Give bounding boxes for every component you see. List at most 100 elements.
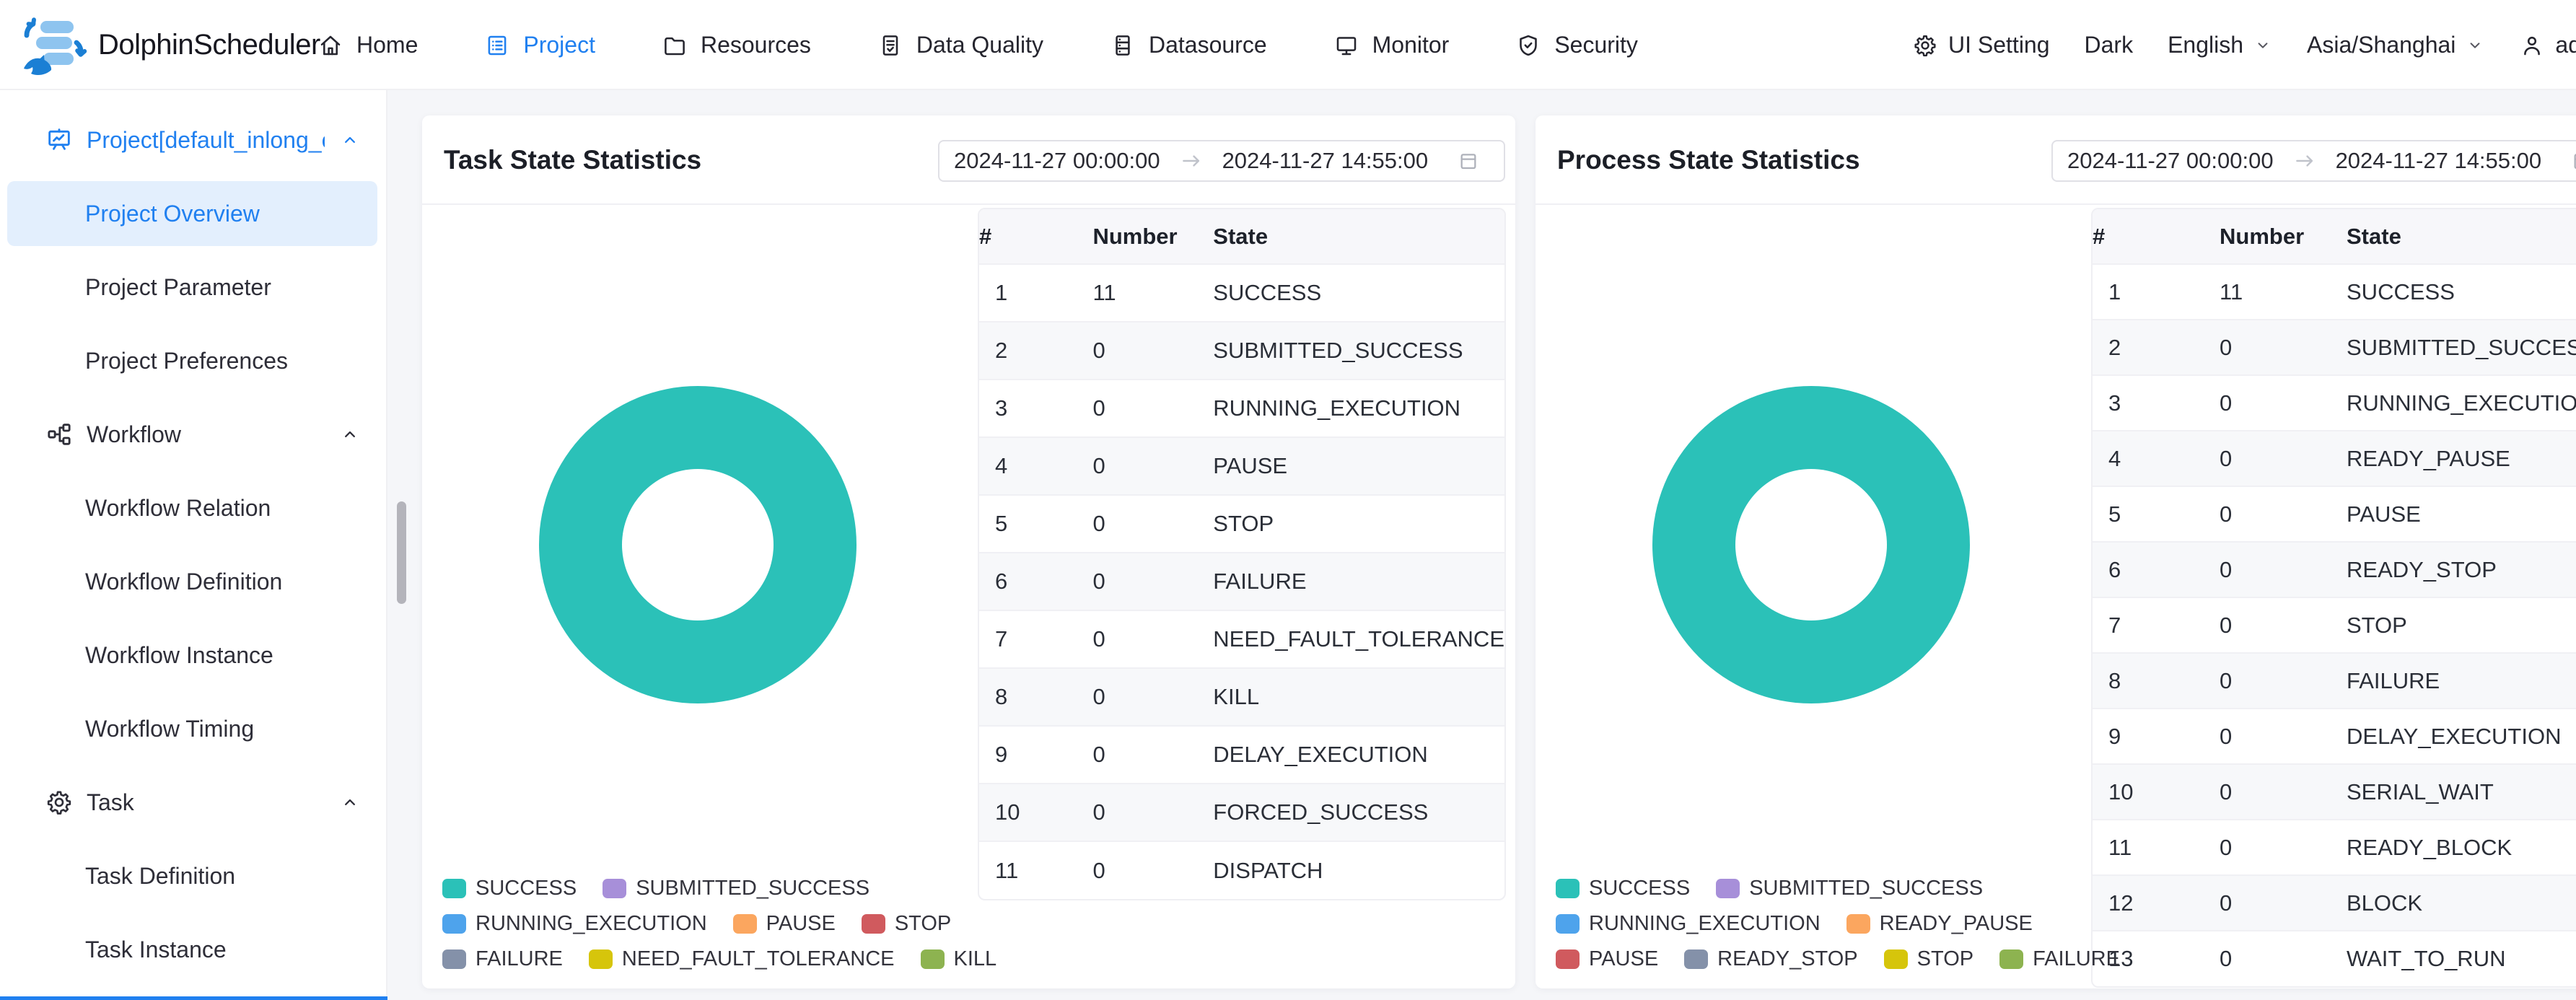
nav-label: Resources <box>700 32 811 58</box>
legend-item[interactable]: SUBMITTED_SUCCESS <box>1716 877 1983 900</box>
table-row: 4 0 READY_PAUSE <box>2093 430 2576 486</box>
legend-item[interactable]: SUCCESS <box>442 877 577 900</box>
table-header-cell: Number <box>2220 209 2347 264</box>
main-content: Task State Statistics 2024-11-27 00:00:0… <box>387 90 2576 1000</box>
legend-item[interactable]: RUNNING_EXECUTION <box>442 912 707 936</box>
sidebar-item-label: Project Preferences <box>85 347 289 374</box>
cell-state: DELAY_EXECUTION <box>1213 725 1504 784</box>
date-range-picker[interactable]: 2024-11-27 00:00:00 2024-11-27 14:55:00 <box>938 140 1505 182</box>
legend-item[interactable]: PAUSE <box>732 912 836 936</box>
table-row: 4 0 PAUSE <box>979 437 1504 495</box>
sidebar-item-workflow-relation[interactable]: Workflow Relation <box>7 475 377 540</box>
gear-icon <box>1914 35 1936 56</box>
legend-item[interactable]: SUBMITTED_SUCCESS <box>603 877 869 900</box>
cell-state: FAILURE <box>1213 552 1504 610</box>
nav-label: Project <box>523 32 595 58</box>
sidebar-item-task-instance[interactable]: Task Instance <box>7 917 377 982</box>
legend-label: FAILURE <box>2033 947 2120 970</box>
legend-item[interactable]: FAILURE <box>442 947 563 971</box>
nav-item-resources[interactable]: Resources <box>662 32 811 58</box>
legend-label: STOP <box>1916 947 1974 970</box>
cell-number: 0 <box>2220 430 2347 486</box>
nav-label: Security <box>1554 32 1638 58</box>
legend-label: RUNNING_EXECUTION <box>476 912 707 935</box>
nav-item-datasource[interactable]: Datasource <box>1110 32 1267 58</box>
cell-number: 0 <box>1092 725 1214 784</box>
sidebar-scrollbar-thumb[interactable] <box>397 501 406 604</box>
sidebar-group-workflow[interactable]: Workflow <box>0 398 386 471</box>
legend-item[interactable]: SUCCESS <box>1556 877 1690 900</box>
user-menu[interactable]: admin <box>2519 32 2576 58</box>
cell-number: 0 <box>2220 652 2347 709</box>
nav-item-data-quality[interactable]: Data Quality <box>877 32 1043 58</box>
legend-label: KILL <box>953 947 997 970</box>
cell-state: SUCCESS <box>2347 263 2576 320</box>
nav-label: Datasource <box>1148 32 1267 58</box>
legend-item[interactable]: READY_PAUSE <box>1846 912 2033 936</box>
chevron-down-icon <box>2470 42 2480 48</box>
legend-item[interactable]: STOP <box>1883 947 1974 971</box>
chevron-up-icon <box>345 799 355 806</box>
task-gear-icon <box>47 791 71 815</box>
cell-index: 11 <box>979 841 1093 899</box>
date-range-picker[interactable]: 2024-11-27 00:00:00 2024-11-27 14:55:00 <box>2051 140 2576 182</box>
arrow-right-icon <box>1182 155 1199 167</box>
cell-number: 0 <box>1092 321 1214 380</box>
cell-number: 0 <box>1092 552 1214 610</box>
sidebar-item-workflow-definition[interactable]: Workflow Definition <box>7 549 377 614</box>
sidebar-item-project-preferences[interactable]: Project Preferences <box>7 328 377 393</box>
cell-state: STOP <box>1213 494 1504 553</box>
date-end: 2024-11-27 14:55:00 <box>2335 148 2542 173</box>
table-row: 1 11 SUCCESS <box>2093 263 2576 320</box>
sidebar-item-project-parameter[interactable]: Project Parameter <box>7 255 377 320</box>
language-select[interactable]: English <box>2168 32 2272 58</box>
legend-label: SUCCESS <box>1589 877 1691 900</box>
nav-item-monitor[interactable]: Monitor <box>1333 32 1449 58</box>
cell-number: 0 <box>2220 597 2347 653</box>
table-row: 6 0 READY_STOP <box>2093 541 2576 597</box>
nav-item-home[interactable]: Home <box>317 32 418 58</box>
legend-item[interactable]: READY_STOP <box>1684 947 1858 971</box>
table-header-cell: Number <box>1092 209 1214 264</box>
legend-item[interactable]: NEED_FAULT_TOLERANCE <box>588 947 895 971</box>
nav-item-project[interactable]: Project <box>484 32 595 58</box>
cell-state: SUBMITTED_SUCCESS <box>2347 319 2576 375</box>
sidebar-item-task-definition[interactable]: Task Definition <box>7 843 377 908</box>
cell-number: 0 <box>1092 610 1214 668</box>
sidebar-item-workflow-instance[interactable]: Workflow Instance <box>7 623 377 688</box>
task-state-donut-chart[interactable] <box>539 386 857 703</box>
cell-number: 11 <box>2220 263 2347 320</box>
cell-state: PAUSE <box>2347 486 2576 542</box>
cell-state: SUCCESS <box>1213 263 1504 322</box>
sidebar: Project[default_inlong_o... Project Over… <box>0 90 387 1000</box>
brand[interactable]: DolphinScheduler <box>19 0 320 90</box>
sidebar-group-project[interactable]: Project[default_inlong_o... <box>0 103 386 177</box>
sidebar-group-task[interactable]: Task <box>0 766 386 839</box>
sidebar-item-project-overview[interactable]: Project Overview <box>7 181 377 246</box>
ui-setting-button[interactable]: UI Setting <box>1912 32 2050 58</box>
cell-index: 12 <box>2093 874 2220 931</box>
table-row: 12 0 BLOCK <box>2093 874 2576 931</box>
table-row: 2 0 SUBMITTED_SUCCESS <box>979 321 1504 380</box>
cell-number: 0 <box>2220 708 2347 764</box>
chevron-up-icon <box>345 431 355 438</box>
chevron-down-icon <box>2258 42 2268 48</box>
table-row: 1 11 SUCCESS <box>979 263 1504 322</box>
legend-item[interactable]: KILL <box>920 947 997 971</box>
sidebar-item-label: Task Definition <box>85 862 236 889</box>
calendar-icon <box>1460 154 1476 170</box>
legend-item[interactable]: RUNNING_EXECUTION <box>1556 912 1821 936</box>
user-icon <box>2524 36 2541 55</box>
legend-label: READY_PAUSE <box>1879 912 2033 935</box>
legend-item[interactable]: STOP <box>861 912 951 936</box>
legend-item[interactable]: FAILURE <box>1999 947 2120 971</box>
timezone-select[interactable]: Asia/Shanghai <box>2307 32 2484 58</box>
nav-item-security[interactable]: Security <box>1515 32 1638 58</box>
process-state-donut-chart[interactable] <box>1652 386 1970 703</box>
legend-swatch <box>1556 914 1580 934</box>
legend-item[interactable]: PAUSE <box>1556 947 1658 971</box>
table-row: 3 0 RUNNING_EXECUTION <box>979 379 1504 437</box>
cell-number: 0 <box>2220 874 2347 931</box>
theme-toggle[interactable]: Dark <box>2085 32 2134 58</box>
sidebar-item-workflow-timing[interactable]: Workflow Timing <box>7 696 377 761</box>
